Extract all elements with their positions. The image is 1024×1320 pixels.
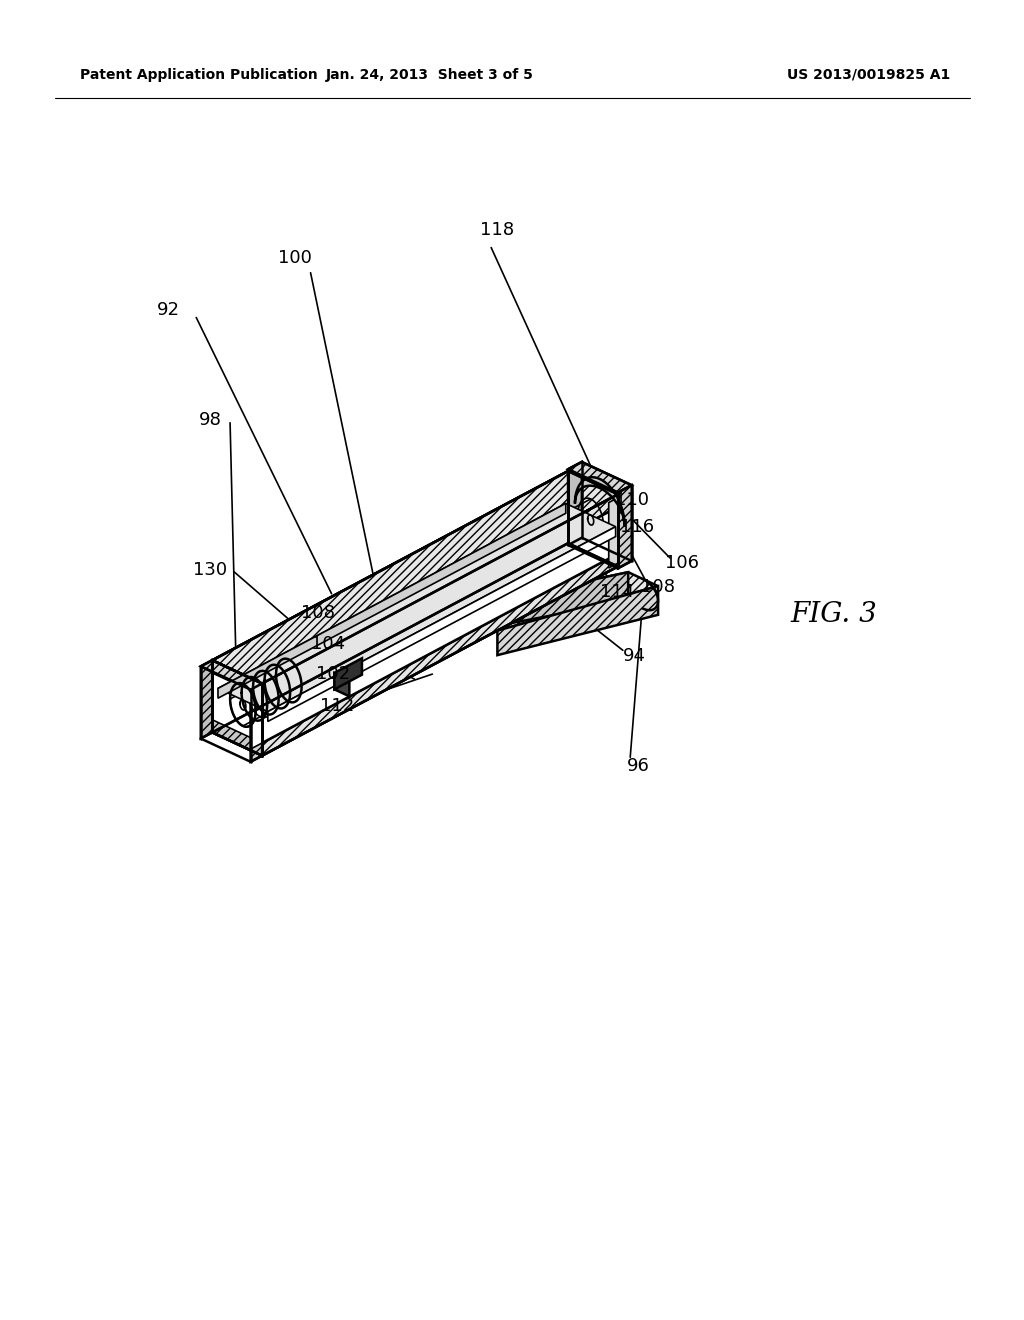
Text: 102: 102 bbox=[316, 665, 350, 682]
Text: Patent Application Publication: Patent Application Publication bbox=[80, 69, 317, 82]
Text: 104: 104 bbox=[311, 635, 345, 653]
Polygon shape bbox=[212, 673, 262, 743]
Polygon shape bbox=[251, 696, 262, 748]
Text: 110: 110 bbox=[615, 491, 649, 510]
Polygon shape bbox=[212, 484, 568, 719]
Text: FIG. 3: FIG. 3 bbox=[790, 602, 877, 628]
Polygon shape bbox=[262, 507, 617, 743]
Polygon shape bbox=[251, 684, 262, 762]
Text: 116: 116 bbox=[620, 517, 654, 536]
Polygon shape bbox=[335, 673, 349, 697]
Polygon shape bbox=[608, 498, 617, 568]
Polygon shape bbox=[262, 554, 617, 755]
Text: 118: 118 bbox=[480, 220, 514, 239]
Text: 106: 106 bbox=[665, 554, 699, 572]
Text: 94: 94 bbox=[623, 647, 645, 665]
Polygon shape bbox=[218, 503, 615, 711]
Polygon shape bbox=[201, 660, 212, 738]
Text: 92: 92 bbox=[157, 301, 179, 319]
Polygon shape bbox=[268, 527, 615, 722]
Polygon shape bbox=[498, 586, 658, 655]
Polygon shape bbox=[212, 660, 262, 755]
Text: Jan. 24, 2013  Sheet 3 of 5: Jan. 24, 2013 Sheet 3 of 5 bbox=[326, 69, 534, 82]
Text: 114: 114 bbox=[600, 583, 634, 601]
Polygon shape bbox=[212, 484, 617, 696]
Polygon shape bbox=[212, 531, 568, 733]
Text: 108: 108 bbox=[641, 578, 675, 597]
Polygon shape bbox=[212, 531, 617, 743]
Polygon shape bbox=[453, 572, 658, 631]
Text: 112: 112 bbox=[319, 697, 354, 715]
Polygon shape bbox=[453, 572, 628, 634]
Polygon shape bbox=[568, 462, 582, 545]
Text: 130: 130 bbox=[193, 561, 227, 579]
Polygon shape bbox=[218, 503, 566, 698]
Text: 100: 100 bbox=[279, 249, 312, 267]
Polygon shape bbox=[212, 471, 568, 673]
Text: 96: 96 bbox=[627, 756, 649, 775]
Polygon shape bbox=[201, 660, 262, 689]
Text: 108: 108 bbox=[301, 605, 335, 622]
Polygon shape bbox=[568, 462, 632, 492]
Text: 98: 98 bbox=[199, 411, 221, 429]
Text: US 2013/0019825 A1: US 2013/0019825 A1 bbox=[786, 69, 950, 82]
Polygon shape bbox=[574, 478, 625, 527]
Polygon shape bbox=[262, 494, 617, 696]
Polygon shape bbox=[212, 471, 568, 733]
Polygon shape bbox=[617, 486, 632, 569]
Polygon shape bbox=[212, 471, 617, 684]
Polygon shape bbox=[335, 659, 361, 689]
